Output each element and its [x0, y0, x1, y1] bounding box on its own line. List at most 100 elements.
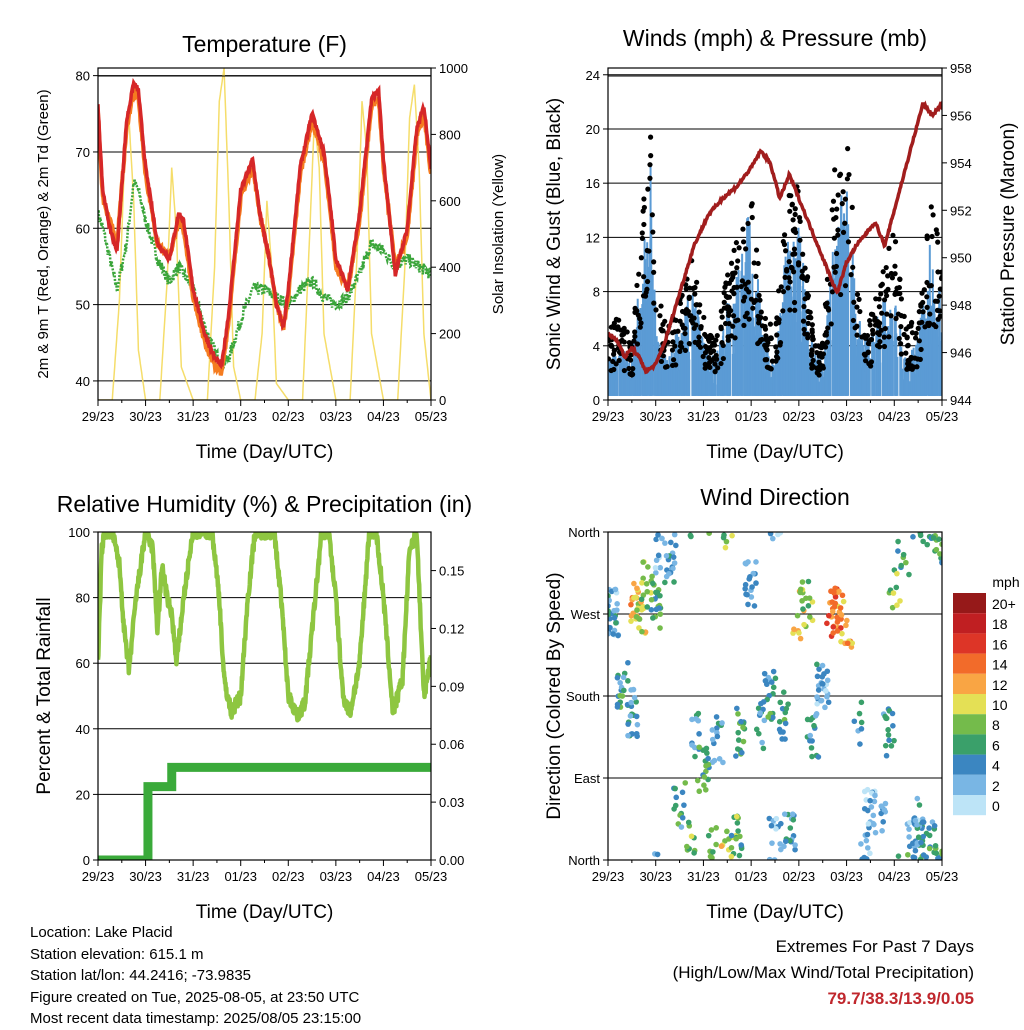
- direction-point: [910, 534, 916, 540]
- gust-point: [694, 279, 700, 285]
- direction-point: [740, 724, 746, 731]
- gust-point: [698, 324, 704, 330]
- gust-point: [626, 339, 632, 346]
- gust-point: [721, 299, 727, 305]
- direction-point: [656, 605, 662, 611]
- series-2m-temp-line: [98, 77, 431, 370]
- y-tick-label: 60: [76, 221, 90, 236]
- direction-point: [689, 742, 695, 748]
- legend-swatch: [953, 714, 986, 735]
- gust-point: [701, 314, 707, 321]
- y-tick-label: 0: [593, 393, 600, 408]
- y-tick-label: 60: [76, 656, 90, 671]
- series-pressure-line: [608, 100, 942, 375]
- direction-point: [645, 564, 651, 570]
- gust-point: [632, 333, 638, 340]
- gust-point: [912, 335, 919, 341]
- direction-point: [776, 718, 783, 725]
- gust-point: [637, 316, 643, 322]
- direction-point: [799, 579, 806, 585]
- direction-point: [709, 736, 716, 743]
- direction-point: [780, 689, 787, 696]
- direction-point: [804, 716, 811, 723]
- gust-point: [641, 196, 647, 202]
- direction-point: [614, 704, 621, 710]
- direction-point: [738, 842, 745, 848]
- direction-point: [780, 729, 786, 735]
- direction-point: [614, 675, 621, 681]
- direction-point: [938, 555, 942, 561]
- direction-point: [824, 668, 831, 675]
- gust-point: [611, 347, 618, 354]
- direction-point: [801, 621, 807, 628]
- direction-point: [932, 842, 939, 849]
- x-axis-label: Time (Day/UTC): [706, 902, 844, 923]
- direction-point: [883, 752, 890, 759]
- y-tick-label: South: [566, 689, 600, 704]
- legend-label: 2: [992, 778, 1000, 794]
- direction-point: [858, 719, 865, 726]
- gust-point: [869, 327, 876, 333]
- gust-point: [735, 258, 741, 264]
- gust-point: [914, 364, 920, 370]
- x-tick-label: 02/23: [272, 869, 305, 884]
- gust-point: [840, 229, 847, 235]
- gust-point: [801, 303, 807, 310]
- gust-point: [879, 281, 885, 287]
- gust-point: [682, 347, 689, 353]
- direction-point: [628, 687, 634, 693]
- x-tick-label: 30/23: [129, 409, 162, 424]
- gust-point: [833, 263, 839, 270]
- direction-point: [657, 564, 664, 571]
- gust-point: [819, 340, 826, 346]
- direction-point: [639, 580, 645, 586]
- gust-point: [669, 347, 676, 353]
- direction-point: [794, 612, 801, 619]
- gust-point: [829, 207, 835, 213]
- direction-point: [639, 628, 645, 635]
- direction-point: [871, 821, 877, 828]
- gust-point: [702, 361, 708, 367]
- direction-point: [681, 802, 687, 808]
- gust-point: [785, 285, 791, 291]
- y-tick-label: West: [571, 607, 601, 622]
- gust-point: [809, 322, 815, 328]
- y-right-tick-label: 958: [950, 61, 972, 76]
- gust-point: [695, 342, 702, 348]
- direction-point: [713, 841, 719, 848]
- direction-point: [933, 546, 940, 553]
- gust-point: [639, 235, 646, 241]
- gust-point: [647, 162, 653, 168]
- gust-point: [786, 259, 792, 265]
- direction-point: [673, 794, 680, 801]
- gust-point: [774, 315, 780, 321]
- direction-point: [724, 828, 730, 835]
- direction-point: [614, 601, 620, 607]
- y-right-tick-label: 950: [950, 251, 972, 266]
- gust-point: [616, 357, 622, 364]
- direction-point: [783, 705, 790, 712]
- gust-point: [641, 274, 647, 280]
- direction-point: [920, 833, 927, 840]
- y-axis-label: Percent & Total Rainfall: [34, 597, 55, 794]
- series-dewpoint-line: [98, 178, 431, 371]
- direction-point: [703, 763, 709, 769]
- gust-point: [647, 134, 654, 140]
- direction-point: [691, 850, 697, 856]
- direction-point: [818, 698, 824, 704]
- gust-point: [829, 289, 836, 295]
- direction-point: [638, 596, 645, 603]
- direction-point: [832, 600, 839, 607]
- direction-point: [915, 834, 922, 841]
- gust-point: [792, 251, 798, 257]
- direction-point: [758, 700, 764, 707]
- direction-point: [768, 822, 775, 829]
- gust-point: [874, 342, 881, 349]
- x-tick-label: 02/23: [272, 409, 305, 424]
- gust-point: [861, 332, 868, 338]
- gust-point: [837, 171, 844, 177]
- direction-point: [701, 774, 708, 780]
- gust-point: [916, 320, 922, 326]
- y-right-tick-label: 0.15: [439, 564, 464, 579]
